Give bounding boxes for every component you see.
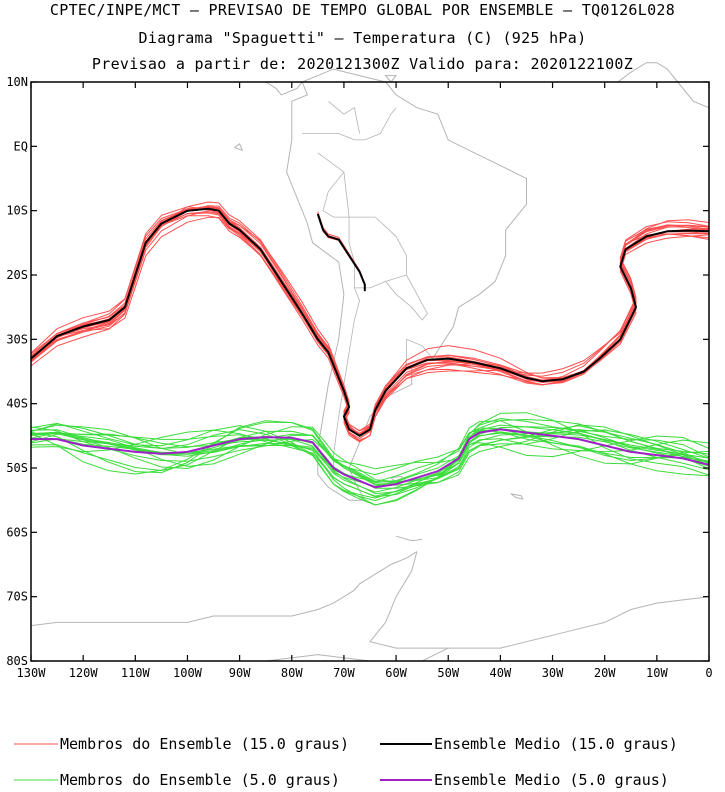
member-5-line [30, 423, 710, 499]
member-5-line [30, 426, 710, 470]
member-15-line [30, 208, 710, 443]
x-tick-label: 120W [69, 666, 99, 680]
antarctica-outline [30, 551, 418, 627]
y-tick-label: 10S [6, 204, 28, 218]
central-america-outline [265, 81, 303, 96]
y-tick-label: 20S [6, 268, 28, 282]
member-15-line [30, 210, 710, 436]
chart-title: CPTEC/INPE/MCT — PREVISAO DE TEMPO GLOBA… [49, 1, 676, 19]
africa-outline [617, 62, 710, 109]
x-tick-label: 90W [229, 666, 251, 680]
axes-layer: 130W 120W 110W 100W 90W 80W 70W 60W 50W 40W 30W 20W… [6, 75, 712, 680]
y-tick-label: 70S [6, 590, 28, 604]
country-border [333, 172, 361, 475]
legend-label: Membros do Ensemble (15.0 graus) [60, 735, 349, 753]
members-15-layer [30, 201, 710, 443]
member-5-line [30, 426, 710, 483]
member-5-line [30, 421, 710, 485]
member-15-line [30, 215, 710, 431]
x-tick-label: 20W [594, 666, 616, 680]
legend-label: Ensemble Medio (15.0 graus) [434, 735, 678, 753]
y-tick-label: 80S [6, 654, 28, 668]
country-border [349, 216, 407, 289]
x-tick-label: 60W [385, 666, 407, 680]
legend-label: Membros do Ensemble (5.0 graus) [60, 771, 340, 789]
member-15-line [30, 212, 710, 432]
country-border [328, 100, 360, 134]
mean-15-andes-line [316, 213, 366, 292]
x-tick-label: 40W [490, 666, 512, 680]
country-border [406, 338, 433, 359]
member-15-line [30, 211, 710, 436]
x-tick-label: 100W [173, 666, 203, 680]
member-15-line [30, 205, 710, 436]
south-georgia-outline [510, 493, 524, 500]
galapagos-outline [234, 143, 244, 152]
y-tick-label: 40S [6, 397, 28, 411]
x-tick-label: 70W [333, 666, 355, 680]
y-tick-label: 30S [6, 332, 28, 346]
mean-15-line [30, 207, 710, 437]
member-15-line [30, 216, 710, 435]
y-tick-label: 10N [6, 75, 28, 89]
x-tick-label: 80W [281, 666, 303, 680]
x-tick-label: 30W [542, 666, 564, 680]
member-15-line [30, 206, 710, 437]
country-border [385, 274, 428, 321]
y-tick-label: 60S [6, 525, 28, 539]
map-basemap [30, 62, 710, 662]
legend: Membros do Ensemble (15.0 graus) Ensemble… [14, 735, 678, 789]
member-5-line [30, 426, 710, 495]
x-tick-label: 110W [121, 666, 151, 680]
chart-subtitle: Diagrama "Spaguetti" — Temperatura (C) (… [138, 29, 587, 47]
x-tick-label: 130W [17, 666, 47, 680]
y-tick-label: 50S [6, 461, 28, 475]
plot-frame [30, 81, 710, 662]
x-tick-label: 50W [437, 666, 459, 680]
member-5-line [30, 432, 710, 483]
member-15-line [30, 206, 710, 435]
legend-label: Ensemble Medio (5.0 graus) [434, 771, 669, 789]
country-border [302, 107, 397, 141]
ensemble-mean-layer [30, 207, 710, 489]
member-15-line [30, 205, 710, 442]
antarctica-coast [369, 551, 710, 649]
member-15-line [30, 208, 710, 436]
island-outline [384, 75, 398, 83]
member-15-line [30, 206, 710, 434]
member-5-line [30, 418, 710, 506]
south-shetland-outline [395, 535, 423, 542]
mean-5-line [31, 428, 710, 489]
member-15-line [30, 208, 710, 439]
x-tick-label: 0 [705, 666, 712, 680]
member-5-line [30, 422, 710, 502]
member-15-line [30, 206, 710, 436]
member-5-line [30, 424, 710, 497]
forecast-dates: Previsao a partir de: 2020121300Z Valido… [91, 55, 634, 73]
member-5-line [30, 420, 710, 484]
y-tick-label: EQ [14, 139, 28, 153]
x-tick-label: 10W [646, 666, 668, 680]
member-5-line [30, 412, 710, 498]
member-15-line [30, 201, 710, 437]
country-border [317, 152, 350, 218]
member-15-line [30, 206, 710, 441]
ice-shelf-outline [265, 647, 449, 662]
